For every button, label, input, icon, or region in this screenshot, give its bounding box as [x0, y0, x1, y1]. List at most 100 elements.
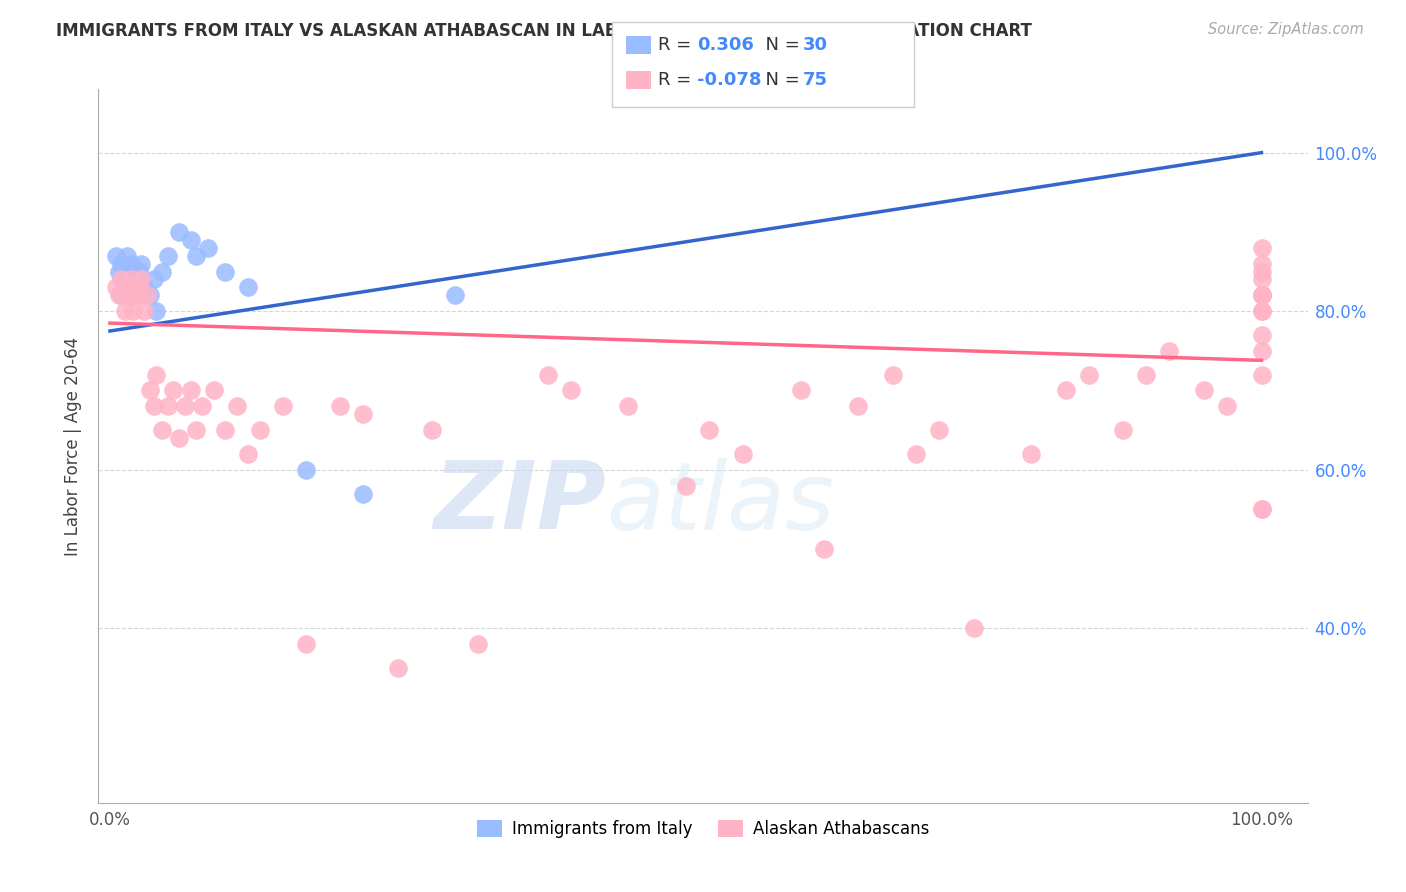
Point: [387, 661, 409, 675]
Point: [905, 447, 928, 461]
Point: [124, 280, 146, 294]
Point: [1250, 328, 1272, 343]
Point: [813, 542, 835, 557]
Point: [790, 384, 813, 398]
Point: [1054, 384, 1077, 398]
Point: [114, 304, 136, 318]
Point: [697, 423, 720, 437]
Point: [104, 280, 127, 294]
Point: [422, 423, 444, 437]
Point: [1250, 241, 1272, 255]
Point: [110, 272, 132, 286]
Point: [124, 280, 146, 294]
Point: [115, 264, 138, 278]
Point: [329, 400, 352, 414]
Text: N =: N =: [754, 36, 806, 54]
Point: [214, 264, 236, 278]
Point: [352, 486, 374, 500]
Point: [962, 621, 984, 635]
Point: [467, 637, 489, 651]
Point: [142, 272, 165, 286]
Point: [733, 447, 755, 461]
Point: [122, 304, 145, 318]
Point: [202, 384, 225, 398]
Point: [1250, 272, 1272, 286]
Point: [112, 272, 135, 286]
Point: [139, 384, 162, 398]
Point: [1250, 368, 1272, 382]
Point: [928, 423, 950, 437]
Y-axis label: In Labor Force | Age 20-64: In Labor Force | Age 20-64: [65, 336, 83, 556]
Text: 75: 75: [803, 71, 828, 89]
Point: [117, 272, 139, 286]
Point: [117, 288, 139, 302]
Point: [142, 400, 165, 414]
Text: 30: 30: [803, 36, 828, 54]
Point: [1250, 288, 1272, 302]
Point: [134, 280, 156, 294]
Point: [122, 272, 145, 286]
Text: N =: N =: [754, 71, 806, 89]
Point: [294, 463, 316, 477]
Point: [114, 280, 136, 294]
Text: ZIP: ZIP: [433, 457, 606, 549]
Point: [294, 637, 316, 651]
Point: [1250, 288, 1272, 302]
Text: atlas: atlas: [606, 458, 835, 549]
Text: -0.078: -0.078: [697, 71, 762, 89]
Point: [197, 241, 219, 255]
Point: [108, 264, 131, 278]
Point: [225, 400, 247, 414]
Point: [1250, 288, 1272, 302]
Point: [1159, 343, 1181, 358]
Point: [115, 249, 138, 263]
Point: [1192, 384, 1215, 398]
Point: [145, 368, 167, 382]
Point: [156, 249, 179, 263]
Point: [236, 447, 259, 461]
Point: [249, 423, 271, 437]
Point: [186, 249, 208, 263]
Point: [167, 225, 190, 239]
Point: [1250, 288, 1272, 302]
Point: [129, 272, 152, 286]
Point: [186, 423, 208, 437]
Point: [214, 423, 236, 437]
Point: [135, 288, 157, 302]
Point: [191, 400, 214, 414]
Point: [1250, 264, 1272, 278]
Point: [110, 288, 132, 302]
Point: [120, 272, 142, 286]
Point: [128, 264, 150, 278]
Point: [560, 384, 582, 398]
Point: [236, 280, 259, 294]
Point: [156, 400, 179, 414]
Point: [162, 384, 184, 398]
Point: [1250, 502, 1272, 516]
Point: [139, 288, 162, 302]
Point: [848, 400, 870, 414]
Point: [112, 288, 135, 302]
Point: [352, 407, 374, 421]
Point: [120, 257, 142, 271]
Text: 0.306: 0.306: [697, 36, 754, 54]
Point: [1216, 400, 1239, 414]
Point: [1135, 368, 1157, 382]
Point: [122, 288, 145, 302]
Point: [127, 288, 149, 302]
Point: [129, 257, 152, 271]
Point: [115, 280, 138, 294]
Point: [150, 423, 173, 437]
Point: [1250, 304, 1272, 318]
Point: [882, 368, 904, 382]
Point: [180, 384, 202, 398]
Point: [145, 304, 167, 318]
Point: [173, 400, 195, 414]
Point: [1250, 502, 1272, 516]
Text: R =: R =: [658, 36, 697, 54]
Point: [128, 280, 150, 294]
Point: [617, 400, 640, 414]
Point: [104, 249, 127, 263]
Text: R =: R =: [658, 71, 697, 89]
Point: [122, 288, 145, 302]
